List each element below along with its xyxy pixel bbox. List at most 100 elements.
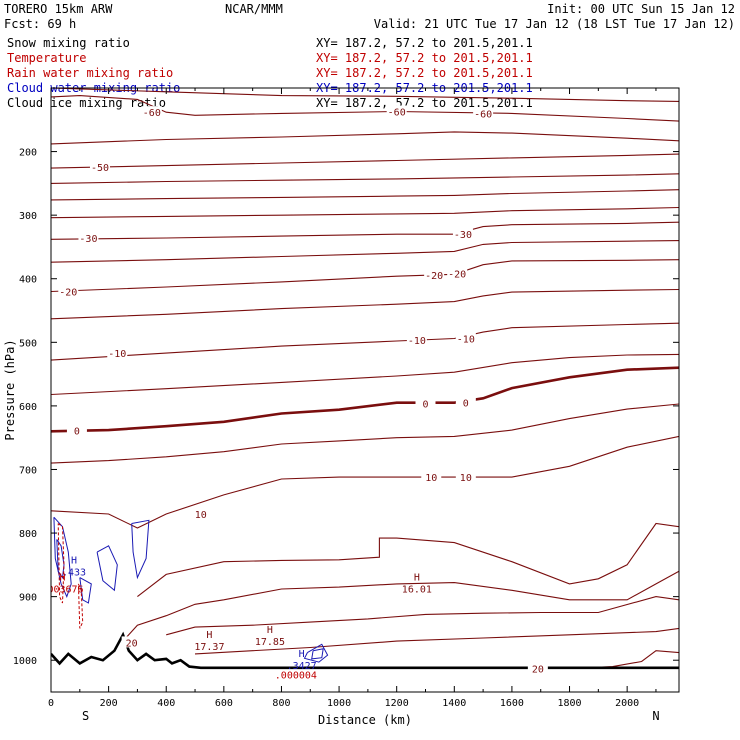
- contour-label-bg: [406, 333, 427, 345]
- x-axis-label: Distance (km): [318, 713, 412, 727]
- isotherm-0: [51, 366, 679, 433]
- cloud-water-contour: [53, 516, 72, 598]
- maximum-value: .433: [62, 568, 86, 579]
- plot-area: -60 -60 -60 -50 -30 -30 -20 -20 -20 -10 -10 -10 0 0 0 1…: [51, 88, 679, 682]
- terrain-line: [51, 631, 679, 670]
- maximum-value: .3427: [287, 661, 317, 672]
- contour-label: 0: [463, 399, 469, 410]
- contour-label: -60: [143, 108, 161, 119]
- maximum-mark: H: [267, 625, 273, 636]
- chart-header: TORERO 15km ARW Fcst: 69 h NCAR/MMM Init…: [4, 2, 735, 31]
- isotherm--20: [51, 259, 679, 293]
- x-tick-label: 0: [48, 698, 54, 709]
- contour-label: 10: [425, 473, 437, 484]
- isotherm--55: [51, 131, 679, 145]
- contour-label-bg: [455, 332, 476, 344]
- init-time: Init: 00 UTC Sun 15 Jan 12: [547, 2, 735, 16]
- rain-water-contour: [77, 583, 84, 629]
- isotherm--35: [51, 206, 679, 219]
- y-axis-label: Pressure (hPa): [3, 339, 17, 440]
- maximum-value: 17.85: [255, 637, 285, 648]
- legend-label: Rain water mixing ratio: [7, 66, 173, 80]
- contour-label-bg: [141, 106, 162, 118]
- contour-label: -10: [408, 336, 426, 347]
- x-end-label-north: N: [652, 709, 659, 723]
- x-tick-label: 2000: [615, 698, 639, 709]
- cloud-water-contour: [79, 577, 92, 604]
- contour-label-bg: [386, 105, 407, 117]
- cloud-water-contour: [311, 648, 324, 660]
- contour-label: 0: [422, 399, 428, 410]
- isotherm-20c: [194, 627, 679, 655]
- y-tick-label: 600: [19, 402, 37, 413]
- cloud-water-contour: [96, 545, 118, 592]
- isotherm--15: [51, 288, 679, 320]
- legend-label: Cloud ice mixing ratio: [7, 96, 166, 110]
- maximum-mark: H: [60, 573, 66, 584]
- isotherm--60: [51, 95, 679, 122]
- maximum-value: 17.37: [194, 642, 224, 653]
- contour-label: -10: [108, 349, 126, 360]
- model-title: TORERO 15km ARW: [4, 2, 113, 16]
- isotherm-20b: [166, 596, 679, 636]
- contour-label-bg: [415, 397, 436, 409]
- maximum-mark: H: [71, 556, 77, 567]
- plot-content: -60 -60 -60 -50 -30 -30 -20 -20 -20 -10 -10 -10 0 0 0 1…: [51, 88, 679, 682]
- x-tick-label: 400: [157, 698, 175, 709]
- y-tick-label: 200: [19, 148, 37, 159]
- contour-label: 10: [460, 473, 472, 484]
- valid-time: Valid: 21 UTC Tue 17 Jan 12 (18 LST Tue …: [374, 17, 735, 31]
- cloud-water-contour: [56, 539, 65, 580]
- legend-xy-range: XY= 187.2, 57.2 to 201.5,201.1: [316, 51, 533, 65]
- contour-label: -20: [425, 271, 443, 282]
- legend-xy-range: XY= 187.2, 57.2 to 201.5,201.1: [316, 36, 533, 50]
- contour-label: 10: [195, 510, 207, 521]
- x-end-label-south: S: [82, 709, 89, 723]
- isotherm-5: [51, 403, 679, 464]
- isotherm--30: [51, 221, 679, 240]
- x-tick-label: 1800: [557, 698, 581, 709]
- y-tick-label: 500: [19, 338, 37, 349]
- legend-xy-range: XY= 187.2, 57.2 to 201.5,201.1: [316, 96, 533, 110]
- contour-label: -20: [59, 287, 77, 298]
- maximum-value: 16.01: [402, 585, 432, 596]
- forecast-hour: Fcst: 69 h: [4, 17, 76, 31]
- isotherm--5: [51, 353, 679, 396]
- isotherm-20: [122, 570, 679, 642]
- contour-label-bg: [107, 347, 128, 359]
- x-tick-label: 1600: [500, 698, 524, 709]
- plot-frame: [50, 87, 680, 693]
- contour-label: -30: [454, 230, 472, 241]
- contour-label-bg: [78, 232, 99, 244]
- contour-label: -60: [388, 108, 406, 119]
- x-tick-label: 1200: [385, 698, 409, 709]
- isotherm--10: [51, 322, 679, 361]
- contour-label-bg: [66, 424, 87, 436]
- contour-label-bg: [190, 507, 211, 519]
- field-legend: Snow mixing ratio XY= 187.2, 57.2 to 201.…: [7, 36, 533, 110]
- x-tick-label: 1400: [442, 698, 466, 709]
- contour-label-bg: [455, 471, 476, 483]
- rain-water-contour: [57, 523, 65, 604]
- contour-label-bg: [473, 107, 494, 119]
- maximum-mark: H: [299, 649, 305, 660]
- maximum-mark: H: [414, 573, 420, 584]
- contour-label-bg: [447, 267, 468, 279]
- legend-xy-range: XY= 187.2, 57.2 to 201.5,201.1: [316, 66, 533, 80]
- x-tick-label: 600: [215, 698, 233, 709]
- contour-label-bg: [89, 160, 110, 172]
- isotherm-15: [137, 522, 679, 598]
- contour-label: -50: [91, 163, 109, 174]
- contour-label-bg: [121, 636, 142, 648]
- x-tick-label: 800: [272, 698, 290, 709]
- contour-label-bg: [452, 228, 473, 240]
- cloud-water-contour: [131, 519, 150, 580]
- isotherm--40: [51, 189, 679, 201]
- isotherm-10: [51, 435, 679, 529]
- axes: 0 200 400 600 800 1000 1200 1400 1600 1800 2000200…: [3, 87, 680, 727]
- contour-label-bg: [455, 396, 476, 408]
- x-tick-label: 200: [100, 698, 118, 709]
- x-tick-label: 1000: [327, 698, 351, 709]
- contour-label: -60: [474, 109, 492, 120]
